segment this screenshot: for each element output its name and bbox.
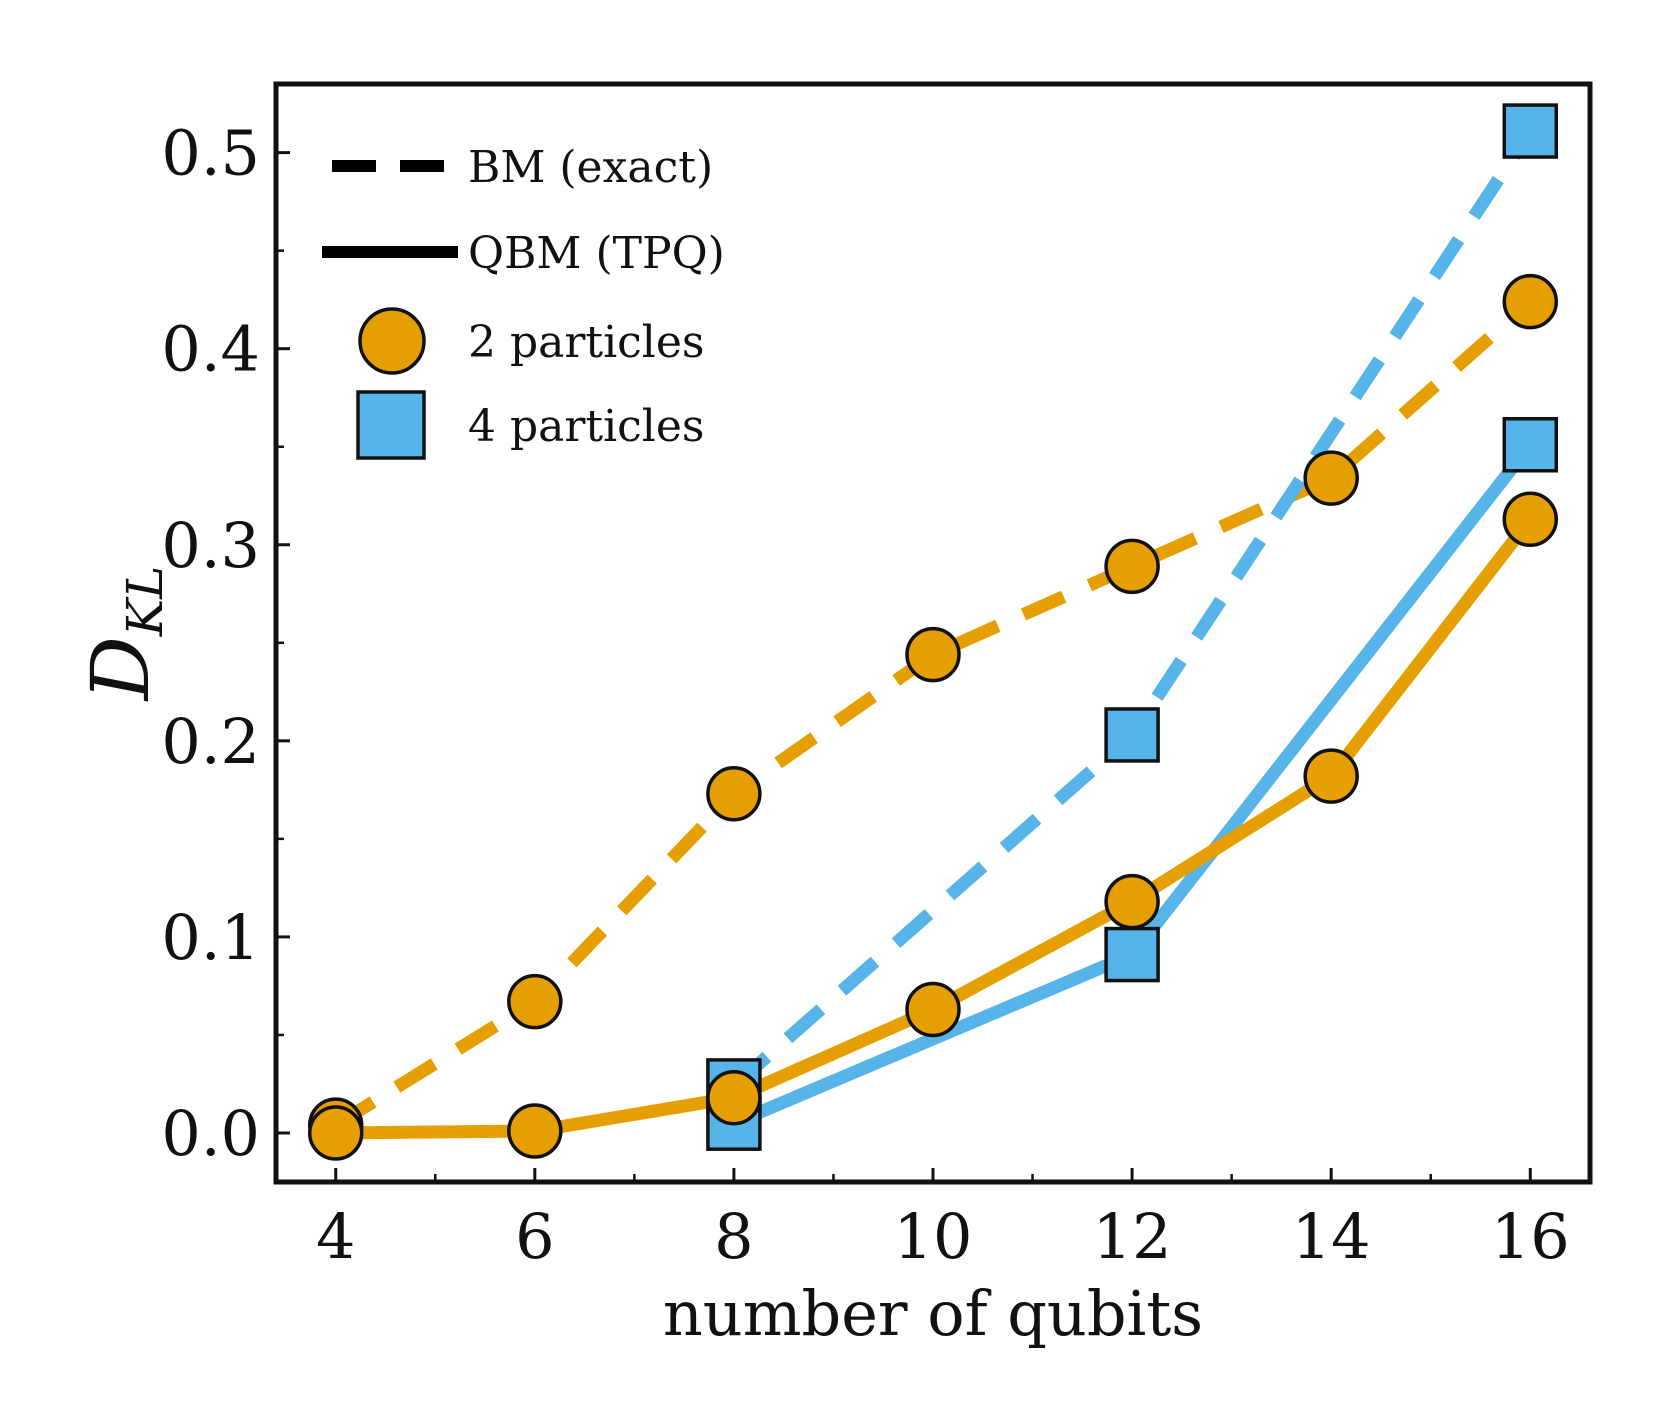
legend: BM (exact) QBM (TPQ) 2 particles 4 parti… xyxy=(322,142,725,460)
y-axis-label-main: D xyxy=(74,636,167,702)
data-point-3-6 xyxy=(1502,491,1559,548)
data-point-0-2 xyxy=(706,766,762,822)
legend-label-2-particles: 2 particles xyxy=(468,317,705,368)
data-point-3-2 xyxy=(706,1069,762,1126)
x-tick-label-3: 10 xyxy=(894,1200,973,1273)
data-point-0-1 xyxy=(507,973,563,1030)
y-tick-label-1: 0.1 xyxy=(161,901,260,974)
y-tick-label-2: 0.2 xyxy=(161,705,260,778)
series-markers xyxy=(307,103,1559,1161)
x-tick-label-0: 4 xyxy=(316,1200,355,1273)
axes: 4 6 8 10 12 14 16 0.0 0.1 0.2 0.3 0.4 0.5 xyxy=(161,81,1593,1273)
plot-area xyxy=(307,103,1559,1161)
data-point-0-4 xyxy=(1104,538,1160,595)
data-point-3-4 xyxy=(1104,873,1160,930)
y-tick-label-0: 0.0 xyxy=(161,1097,260,1170)
legend-circle-marker xyxy=(358,307,426,375)
legend-square-marker xyxy=(356,390,426,460)
x-tick-label-2: 8 xyxy=(714,1200,753,1273)
y-tick-label-3: 0.3 xyxy=(161,509,260,582)
data-point-3-3 xyxy=(905,981,961,1038)
legend-label-bm-exact: BM (exact) xyxy=(468,142,713,193)
legend-label-qbm-tpq: QBM (TPQ) xyxy=(468,228,725,279)
legend-label-4-particles: 4 particles xyxy=(468,401,705,452)
y-axis-label-subscript: KL xyxy=(116,566,174,638)
x-tick-label-5: 14 xyxy=(1292,1200,1371,1273)
y-tick-label-4: 0.4 xyxy=(161,313,260,386)
data-point-3-0 xyxy=(307,1105,364,1161)
data-point-0-6 xyxy=(1502,273,1559,330)
data-point-2-1 xyxy=(1104,926,1160,983)
data-point-3-5 xyxy=(1303,748,1359,804)
data-point-0-3 xyxy=(905,626,961,683)
x-axis-label: number of qubits xyxy=(663,1277,1203,1350)
x-tick-label-1: 6 xyxy=(515,1200,554,1273)
x-tick-label-6: 16 xyxy=(1491,1200,1570,1273)
x-tick-label-4: 12 xyxy=(1093,1200,1172,1273)
data-point-0-5 xyxy=(1303,450,1359,506)
y-axis-label: DKL xyxy=(74,566,174,703)
y-tick-label-5: 0.5 xyxy=(161,117,260,190)
data-point-3-1 xyxy=(507,1103,563,1159)
data-point-1-2 xyxy=(1502,103,1559,159)
data-point-1-1 xyxy=(1104,707,1160,763)
data-point-2-2 xyxy=(1502,417,1559,473)
